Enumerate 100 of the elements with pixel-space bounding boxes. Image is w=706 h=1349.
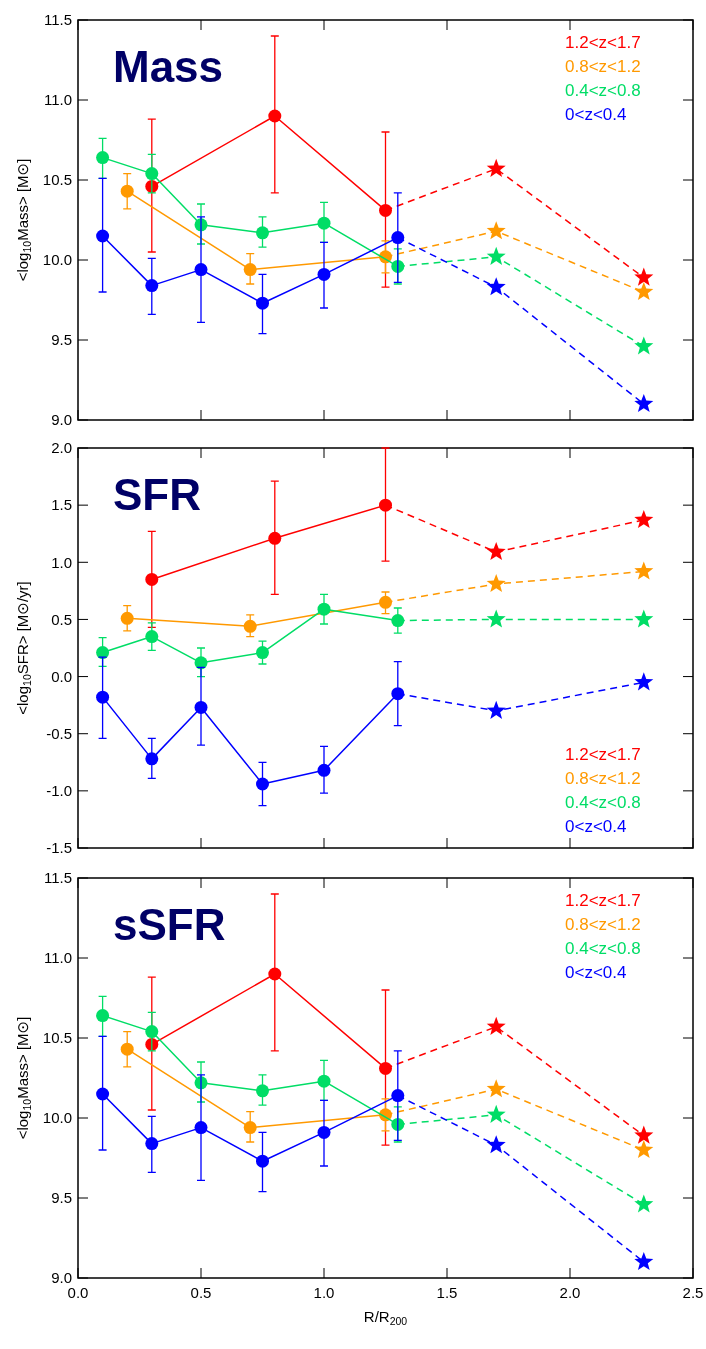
point bbox=[379, 498, 392, 512]
point bbox=[317, 1125, 331, 1139]
point bbox=[145, 572, 159, 586]
text: 0.8<z<1.2 bbox=[565, 57, 641, 76]
point bbox=[256, 646, 269, 660]
y-tick-label: 9.0 bbox=[51, 1269, 72, 1287]
point bbox=[634, 1194, 654, 1213]
point bbox=[634, 1125, 654, 1144]
point bbox=[379, 203, 392, 217]
point bbox=[243, 1121, 257, 1135]
y-tick-label: 9.0 bbox=[51, 411, 72, 429]
point bbox=[391, 231, 405, 245]
point bbox=[634, 510, 654, 529]
y-tick-label: -1.5 bbox=[46, 839, 72, 857]
point bbox=[634, 1140, 654, 1159]
point bbox=[268, 967, 282, 981]
point bbox=[486, 1104, 506, 1123]
y-tick-label: 11.0 bbox=[43, 91, 72, 109]
point bbox=[486, 574, 506, 593]
point bbox=[391, 614, 405, 628]
point bbox=[634, 609, 654, 628]
point bbox=[317, 602, 331, 616]
point bbox=[268, 109, 282, 123]
point bbox=[486, 1079, 506, 1098]
y-tick-label: 10.5 bbox=[42, 171, 72, 189]
point bbox=[317, 216, 331, 230]
point bbox=[486, 158, 506, 177]
x-tick-label: 0.0 bbox=[67, 1284, 89, 1301]
text: 0.4<z<0.8 bbox=[565, 81, 641, 100]
y-tick-label: 1.5 bbox=[51, 496, 72, 514]
point bbox=[486, 609, 506, 628]
y-tick-label: 2.0 bbox=[51, 439, 72, 457]
point bbox=[256, 226, 269, 240]
point bbox=[256, 296, 269, 310]
text: 0<z<0.4 bbox=[565, 817, 627, 836]
point bbox=[243, 263, 257, 277]
point bbox=[145, 1137, 159, 1151]
point bbox=[634, 267, 654, 286]
y-tick-label: 11.0 bbox=[43, 949, 72, 967]
point bbox=[194, 263, 208, 277]
point bbox=[391, 687, 405, 701]
point bbox=[391, 1089, 405, 1103]
text: 0<z<0.4 bbox=[565, 963, 627, 982]
text: 0.8<z<1.2 bbox=[565, 915, 641, 934]
text: Mass bbox=[113, 42, 224, 91]
point bbox=[486, 700, 506, 719]
point bbox=[486, 1016, 506, 1035]
point bbox=[486, 1135, 506, 1154]
y-tick-label: 10.0 bbox=[42, 251, 72, 269]
y-tick-label: 1.0 bbox=[51, 553, 72, 571]
text: 0.8<z<1.2 bbox=[565, 769, 641, 788]
text: 1.2<z<1.7 bbox=[565, 33, 641, 52]
point bbox=[96, 229, 110, 243]
x-tick-label: 2.5 bbox=[682, 1284, 704, 1301]
y-tick-label: 10.5 bbox=[42, 1029, 72, 1047]
point bbox=[379, 595, 392, 609]
point bbox=[634, 1252, 654, 1271]
point bbox=[486, 221, 506, 240]
point bbox=[194, 1121, 208, 1135]
y-tick-label: 10.0 bbox=[42, 1109, 72, 1127]
point bbox=[96, 1087, 110, 1101]
x-tick-label: 2.0 bbox=[559, 1284, 581, 1301]
point bbox=[486, 277, 506, 296]
point bbox=[486, 542, 506, 561]
x-axis-title: R/R$_{200}$ bbox=[363, 1308, 408, 1327]
point bbox=[256, 777, 269, 791]
point bbox=[634, 282, 654, 301]
x-tick-label: 0.5 bbox=[190, 1284, 212, 1301]
y-tick-label: 0.0 bbox=[51, 667, 72, 685]
point bbox=[145, 279, 159, 293]
point bbox=[145, 1025, 159, 1039]
y-tick-label: 9.5 bbox=[51, 1189, 72, 1207]
point bbox=[317, 763, 331, 777]
y-tick-label: 0.5 bbox=[51, 610, 72, 628]
point bbox=[145, 630, 159, 644]
point bbox=[634, 561, 654, 580]
y-tick-label: -1.0 bbox=[46, 782, 72, 800]
text: 0<z<0.4 bbox=[565, 105, 627, 124]
point bbox=[317, 267, 331, 281]
point bbox=[379, 1061, 392, 1075]
point bbox=[145, 752, 159, 766]
y-tick-label: 11.5 bbox=[43, 11, 72, 29]
point bbox=[194, 700, 208, 714]
x-tick-label: 1.0 bbox=[313, 1284, 335, 1301]
point bbox=[256, 1154, 269, 1168]
point bbox=[120, 1042, 134, 1056]
point bbox=[243, 619, 257, 633]
text: SFR bbox=[113, 470, 201, 519]
text: 0.4<z<0.8 bbox=[565, 939, 641, 958]
point bbox=[96, 690, 110, 704]
text: 0.4<z<0.8 bbox=[565, 793, 641, 812]
point bbox=[120, 184, 134, 198]
y-tick-label: 11.5 bbox=[43, 869, 72, 887]
point bbox=[317, 1074, 331, 1088]
point bbox=[145, 167, 159, 181]
text: sSFR bbox=[113, 900, 226, 949]
point bbox=[634, 672, 654, 691]
point bbox=[96, 1009, 110, 1023]
point bbox=[96, 151, 110, 165]
point bbox=[256, 1084, 269, 1098]
